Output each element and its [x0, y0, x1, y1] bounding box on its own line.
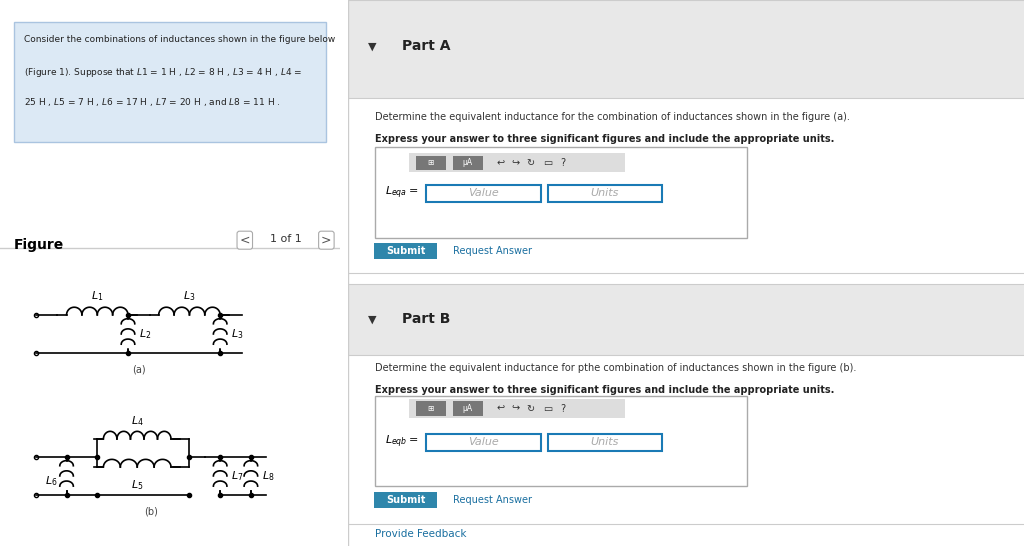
Text: Submit: Submit — [386, 495, 425, 505]
Text: Determine the equivalent inductance for the combination of inductances shown in : Determine the equivalent inductance for … — [375, 112, 850, 122]
Text: ↻: ↻ — [526, 158, 535, 168]
Text: $L_3$: $L_3$ — [230, 327, 244, 341]
Text: ?: ? — [560, 158, 565, 168]
Text: Request Answer: Request Answer — [453, 495, 531, 505]
FancyBboxPatch shape — [375, 396, 746, 486]
Bar — [416, 156, 446, 170]
Text: ▭: ▭ — [543, 158, 552, 168]
Text: ▼: ▼ — [369, 41, 377, 51]
Text: Express your answer to three significant figures and include the appropriate uni: Express your answer to three significant… — [375, 385, 835, 395]
Text: ⊞: ⊞ — [427, 404, 434, 413]
Text: Determine the equivalent inductance for pthe combination of inductances shown in: Determine the equivalent inductance for … — [375, 363, 856, 373]
Text: 25 H , $L5$ = 7 H , $L6$ = 17 H , $L7$ = 20 H , and $L8$ = 11 H .: 25 H , $L5$ = 7 H , $L6$ = 17 H , $L7$ =… — [24, 96, 281, 108]
Text: ?: ? — [560, 403, 565, 414]
Text: Request Answer: Request Answer — [453, 246, 531, 256]
Bar — [426, 434, 541, 451]
Text: Value: Value — [468, 437, 499, 447]
Text: (b): (b) — [144, 507, 158, 517]
Bar — [409, 153, 626, 172]
Text: Submit: Submit — [386, 246, 425, 256]
Text: $L_{eq b}=$: $L_{eq b}=$ — [385, 434, 418, 450]
FancyBboxPatch shape — [374, 492, 437, 508]
Text: $L_6$: $L_6$ — [45, 474, 57, 488]
Bar — [409, 399, 626, 418]
Text: μΑ: μΑ — [463, 404, 473, 413]
Text: ↪: ↪ — [512, 158, 520, 168]
Text: (Figure 1). Suppose that $L1$ = 1 H , $L2$ = 8 H , $L3$ = 4 H , $L4$ =: (Figure 1). Suppose that $L1$ = 1 H , $L… — [24, 66, 302, 79]
Text: ▼: ▼ — [369, 314, 377, 324]
Text: >: > — [322, 234, 332, 247]
Text: Figure: Figure — [13, 238, 63, 252]
Text: ⊞: ⊞ — [427, 158, 434, 168]
FancyBboxPatch shape — [375, 147, 746, 238]
Text: $L_2$: $L_2$ — [138, 327, 152, 341]
Text: Value: Value — [468, 188, 499, 198]
FancyBboxPatch shape — [374, 243, 437, 259]
Text: $L_{eq a}=$: $L_{eq a}=$ — [385, 185, 418, 201]
Text: μΑ: μΑ — [463, 158, 473, 168]
Bar — [348, 284, 1024, 355]
Text: $L_4$: $L_4$ — [131, 414, 143, 428]
Text: $L_5$: $L_5$ — [131, 478, 143, 492]
Text: ↻: ↻ — [526, 403, 535, 414]
Bar — [426, 185, 541, 202]
Text: $L_8$: $L_8$ — [262, 469, 274, 483]
Text: $L_1$: $L_1$ — [91, 289, 103, 304]
Bar — [453, 156, 483, 170]
Text: ↩: ↩ — [497, 403, 504, 414]
Text: Part A: Part A — [402, 39, 451, 54]
Text: $L_3$: $L_3$ — [183, 289, 196, 304]
Bar — [348, 355, 1024, 524]
Bar — [548, 434, 663, 451]
Text: ▭: ▭ — [543, 403, 552, 414]
Bar — [348, 0, 1024, 98]
Bar — [416, 401, 446, 416]
Bar — [348, 98, 1024, 273]
Text: ↪: ↪ — [512, 403, 520, 414]
Text: Provide Feedback: Provide Feedback — [375, 529, 467, 539]
Text: Part B: Part B — [402, 312, 451, 327]
Text: Express your answer to three significant figures and include the appropriate uni: Express your answer to three significant… — [375, 134, 835, 144]
Text: Consider the combinations of inductances shown in the figure below: Consider the combinations of inductances… — [24, 35, 335, 44]
Bar — [453, 401, 483, 416]
Text: Units: Units — [591, 188, 620, 198]
Text: 1 of 1: 1 of 1 — [269, 234, 301, 244]
Text: (a): (a) — [132, 365, 145, 375]
Text: Units: Units — [591, 437, 620, 447]
FancyBboxPatch shape — [13, 22, 327, 142]
Text: <: < — [240, 234, 250, 247]
Bar — [548, 185, 663, 202]
Text: $L_7$: $L_7$ — [230, 469, 244, 483]
Text: ↩: ↩ — [497, 158, 504, 168]
